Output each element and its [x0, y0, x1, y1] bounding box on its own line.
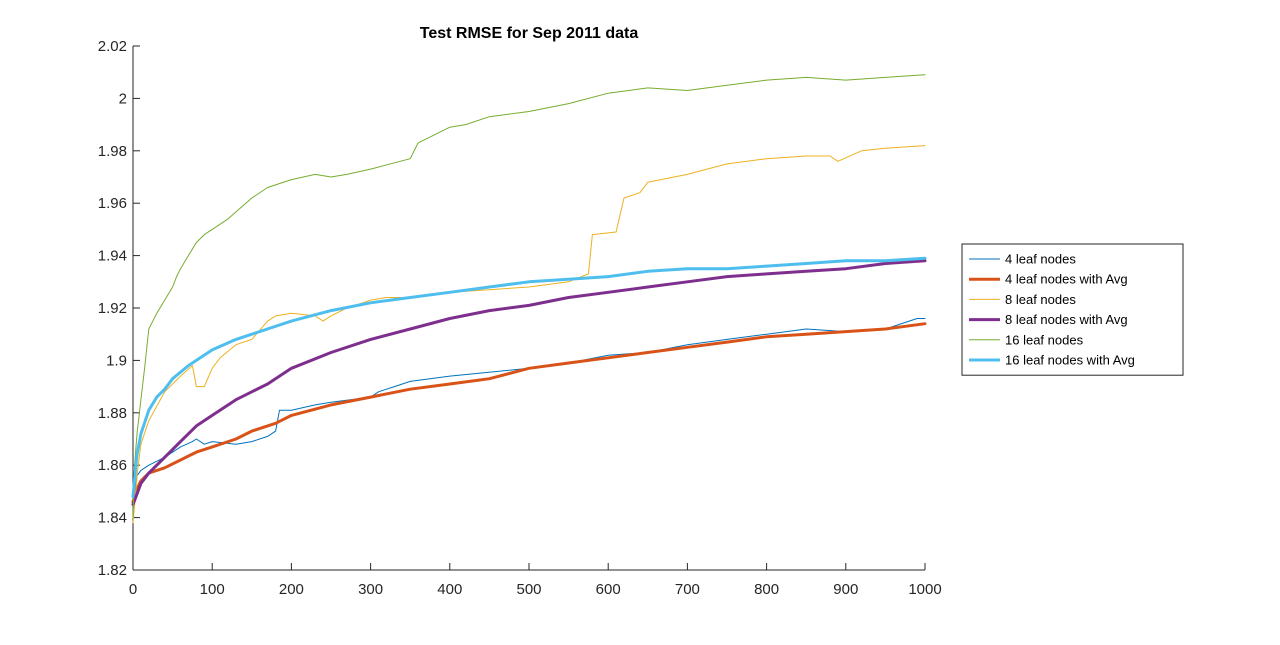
series-line-8-leaf-nodes-with-avg	[131, 259, 927, 506]
x-tick-label: 800	[754, 581, 779, 598]
y-tick-label: 1.88	[98, 405, 127, 422]
y-tick-label: 1.98	[98, 143, 127, 160]
y-tick-label: 1.94	[98, 248, 127, 265]
x-tick-label: 300	[358, 581, 383, 598]
series-line-16-leaf-nodes-with-avg	[131, 256, 927, 499]
x-tick-label: 600	[596, 581, 621, 598]
y-tick-label: 1.9	[106, 352, 127, 369]
series-line-16-leaf-nodes	[132, 74, 926, 519]
chart-title: Test RMSE for Sep 2011 data	[420, 25, 639, 42]
y-tick-label: 1.86	[98, 457, 127, 474]
x-tick-label: 700	[675, 581, 700, 598]
legend: 4 leaf nodes 4 leaf nodes with Avg 8 leaf …	[961, 243, 1184, 376]
y-tick-label: 2.02	[98, 38, 127, 55]
x-tick-label: 1000	[908, 581, 941, 598]
series-line-4-leaf-nodes-with-avg	[131, 322, 927, 504]
legend-label-4-leaf-nodes: 4 leaf nodes	[1005, 252, 1076, 267]
legend-label-8-leaf-nodes: 8 leaf nodes	[1005, 292, 1076, 307]
x-tick-label: 200	[279, 581, 304, 598]
x-tick-label: 400	[437, 581, 462, 598]
legend-box	[961, 243, 1184, 376]
series-line-8-leaf-nodes	[132, 145, 926, 524]
y-tick-label: 1.84	[98, 510, 127, 527]
y-tick-label: 1.92	[98, 300, 127, 317]
plot-area: 0 100 200 300 400 500 600 700 800 900 1000 1.82 1.84…	[98, 38, 942, 598]
x-tick-label: 500	[516, 581, 541, 598]
legend-label-16-leaf-nodes: 16 leaf nodes	[1005, 332, 1084, 347]
y-tick-label: 1.96	[98, 195, 127, 212]
x-tick-label: 900	[833, 581, 858, 598]
y-tick-label: 2	[119, 90, 127, 107]
legend-label-4-leaf-nodes-with-avg: 4 leaf nodes with Avg	[1005, 272, 1128, 287]
legend-label-8-leaf-nodes-with-avg: 8 leaf nodes with Avg	[1005, 312, 1128, 327]
x-tick-label: 100	[200, 581, 225, 598]
x-tick-label: 0	[129, 581, 137, 598]
y-tick-label: 1.82	[98, 562, 127, 579]
legend-label-16-leaf-nodes-with-avg: 16 leaf nodes with Avg	[1005, 353, 1135, 368]
